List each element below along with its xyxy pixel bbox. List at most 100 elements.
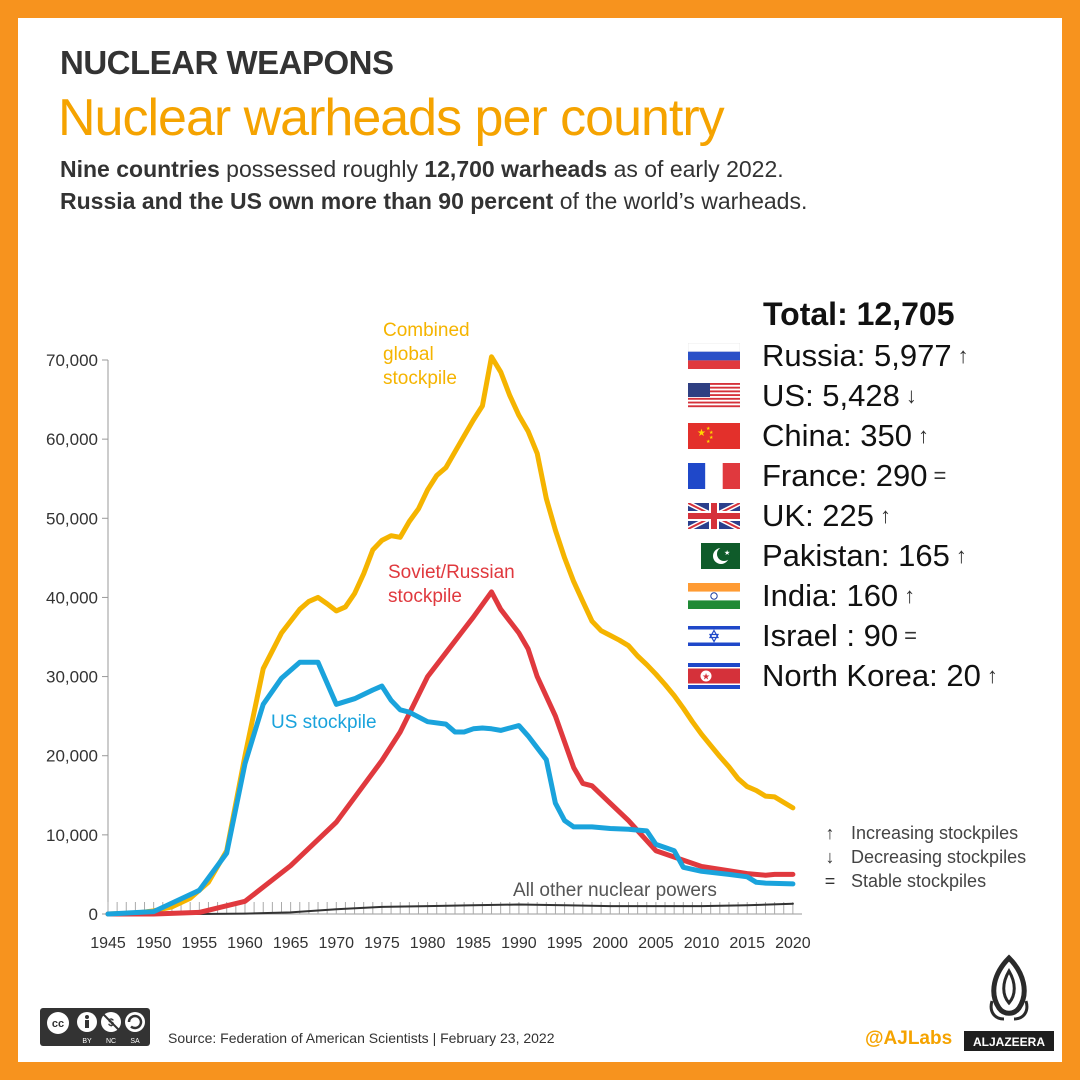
key-symbol-icon: = [824,871,836,891]
trend-icon: = [933,463,947,488]
x-tick-label: 1975 [364,935,400,952]
aj-labs-handle[interactable]: @AJLabs [865,1028,953,1049]
x-tick-label: 1965 [273,935,309,952]
trend-icon: = [904,623,917,648]
legend-item-label: France: 290 [762,458,928,493]
legend-item: ★ ★ ★ ★ ★ China: 350 ↑ [688,416,929,456]
y-tick-label: 20,000 [46,747,98,766]
legend-item-label: Russia: 5,977 [762,338,952,373]
legend-item: Russia: 5,977 ↑ [687,336,969,376]
legend-item-label: Israel : 90 [762,618,899,653]
legend-item-label: China: 350 [762,418,912,453]
subtitle-text: as of early 2022. [607,156,784,182]
legend-item: France: 290 = [688,456,946,496]
trend-icon: ↑ [880,503,892,528]
x-tick-label: 2020 [775,935,811,952]
france-flag-icon [688,463,740,489]
svg-text:★: ★ [724,549,730,557]
y-tick-label: 70,000 [46,351,98,370]
key-label: Stable stockpiles [851,871,987,891]
subtitle-line-1: Nine countries possessed roughly 12,700 … [60,156,784,183]
x-tick-label: 1970 [318,935,354,952]
combined-stockpile-label: global [383,344,434,365]
trend-icon: ↑ [957,343,969,368]
trend-icon: ↑ [986,663,998,688]
x-tick-label: 1945 [90,935,126,952]
card: NUCLEAR WEAPONS Nuclear warheads per cou… [18,18,1062,1062]
kicker: NUCLEAR WEAPONS [60,44,394,81]
key-item: = Stable stockpiles [818,871,986,892]
cc-by-label: BY [82,1038,92,1045]
x-tick-label: 1995 [547,935,583,952]
key-label: Decreasing stockpiles [851,847,1027,867]
svg-text:★: ★ [709,435,714,441]
y-tick-label: 0 [89,905,98,924]
legend-item: ★ North Korea: 20 ↑ [688,656,998,696]
key-label: Increasing stockpiles [851,823,1019,843]
russian-stockpile-line [105,589,796,917]
us-stockpile-label: US stockpile [271,712,377,733]
uk-flag-icon [686,500,742,532]
trend-icon: ↓ [905,383,917,408]
subtitle-bold: Nine countries [60,156,220,182]
x-tick-label: 1990 [501,935,537,952]
legend-item: Israel : 90 = [688,616,917,656]
y-tick-label: 40,000 [46,588,98,607]
russia-flag-icon [687,342,741,369]
north-korea-flag-icon: ★ [688,663,740,689]
cc-sa-label: SA [130,1038,140,1045]
x-tick-label: 2000 [592,935,628,952]
logo-wordmark: ALJAZEERA [973,1035,1045,1049]
y-tick-label: 30,000 [46,668,98,687]
y-tick-label: 50,000 [46,509,98,528]
source-note: Source: Federation of American Scientist… [168,1030,555,1046]
key-item: ↑ Increasing stockpiles [818,823,1019,844]
russian-stockpile-label: Soviet/Russian [388,562,515,583]
x-tick-label: 2010 [684,935,720,952]
cc-license-badge: cc $ BY NC SA [40,1008,150,1046]
aljazeera-logo: ALJAZEERA [964,953,1054,1053]
key-symbol-icon: ↓ [825,847,835,867]
legend-total: Total: 12,705 [763,296,955,332]
legend-item: India: 160 ↑ [688,576,915,616]
svg-text:★: ★ [697,428,706,439]
subtitle-line-2: Russia and the US own more than 90 perce… [60,188,807,215]
x-tick-label: 1980 [410,935,446,952]
svg-text:★: ★ [709,430,714,436]
subtitle-bold: Russia and the US own more than 90 perce… [60,188,554,214]
other-powers-line [107,902,794,915]
combined-stockpile-label: Combined [383,320,470,341]
x-tick-label: 1985 [455,935,491,952]
cc-nc-label: NC [106,1038,116,1045]
subtitle-bold: 12,700 warheads [424,156,608,182]
other-powers-label: All other nuclear powers [513,880,717,901]
y-tick-label: 60,000 [46,430,98,449]
key-item: ↓ Decreasing stockpiles [818,847,1027,868]
legend-item: ★ Pakistan: 165 ↑ [688,536,967,576]
y-tick-label: 10,000 [46,826,98,845]
x-tick-label: 2015 [729,935,765,952]
legend-item-label: Pakistan: 165 [762,538,950,573]
pakistan-flag-icon: ★ [688,543,740,569]
svg-text:★: ★ [706,439,711,445]
legend-item-label: India: 160 [762,578,899,613]
china-flag-icon: ★ ★ ★ ★ ★ [688,423,740,449]
x-tick-label: 1960 [227,935,263,952]
combined-stockpile-label: stockpile [383,368,457,389]
israel-flag-icon [688,623,740,649]
legend-item-label: North Korea: 20 [762,658,981,693]
combined-stockpile-line [105,354,796,917]
svg-text:★: ★ [706,426,711,432]
svg-text:cc: cc [52,1018,64,1030]
line-chart: 0 10,000 20,000 30,000 40,000 50,000 60,000 70,… [46,320,811,952]
legend-item-label: UK: 225 [762,498,875,533]
russian-stockpile-label: stockpile [388,586,462,607]
us-stockpile-line [105,659,796,917]
x-tick-label: 2005 [638,935,674,952]
trend-icon: ↑ [917,423,929,448]
x-tick-label: 1950 [136,935,172,952]
us-flag-icon [688,383,740,409]
svg-text:★: ★ [702,672,710,682]
key-symbol-icon: ↑ [825,823,835,843]
trend-icon: ↑ [904,583,916,608]
